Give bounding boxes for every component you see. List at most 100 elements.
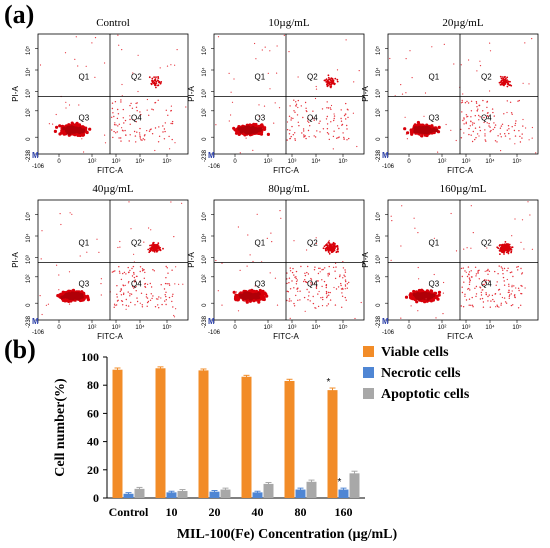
flow-y-tick-label: 10⁵ <box>201 211 208 221</box>
bar-x-axis-label: MIL-100(Fe) Concentration (µg/mL) <box>177 527 398 542</box>
bar-y-tick-label: 60 <box>87 406 99 420</box>
flow-scatter-points <box>39 201 184 318</box>
panel-label-a: (a) <box>4 0 35 29</box>
legend-swatch <box>363 367 374 378</box>
flow-y-axis-label: PI-A <box>361 86 370 102</box>
quadrant-label: Q1 <box>255 239 266 248</box>
quadrant-label: Q3 <box>79 113 90 122</box>
quadrant-label: Q1 <box>79 239 90 248</box>
flow-y-tick-label: 10⁴ <box>201 233 208 243</box>
bar <box>263 483 274 498</box>
quadrant-label: Q4 <box>481 113 492 122</box>
flow-y-tick-label: 10² <box>376 274 382 283</box>
flow-x-tick-label: 10⁴ <box>311 324 321 331</box>
flow-y-tick-label: 10³ <box>202 255 208 264</box>
flow-y-tick-label: -238 <box>26 149 32 162</box>
flow-panel-title: 160µg/mL <box>440 183 487 195</box>
flow-x-tick-label: 10³ <box>112 159 121 165</box>
bar-x-tick-label: 40 <box>252 505 264 519</box>
flow-panel: 160µg/mL Q1 Q2 Q3 Q4 FITC-A PI-A -106 0 10² 10³ 10⁴… <box>361 183 539 340</box>
bar <box>134 488 145 498</box>
flow-x-axis-label: FITC-A <box>97 332 123 340</box>
flow-y-tick-label: 10² <box>26 274 32 283</box>
flow-y-axis-label: PI-A <box>11 252 20 268</box>
bar-x-tick-label: 80 <box>295 505 307 519</box>
flow-y-tick-label: -238 <box>26 315 32 328</box>
flow-y-tick-label: 10³ <box>26 255 32 264</box>
flow-y-tick-label: 10⁵ <box>201 45 208 55</box>
quadrant-label: Q4 <box>307 113 318 122</box>
flow-panel: 40µg/mL Q1 Q2 Q3 Q4 FITC-A PI-A -106 0 10² 10³ 10⁴ 1… <box>11 183 189 340</box>
flow-y-tick-label: 10⁴ <box>25 233 32 243</box>
flow-scatter-points <box>215 34 360 154</box>
flow-panel-title: 40µg/mL <box>92 183 133 195</box>
flow-scatter-points <box>390 201 534 319</box>
flow-x-tick-label: 0 <box>407 325 411 331</box>
flow-y-tick-label: 10⁵ <box>375 211 382 221</box>
flow-scatter-points <box>215 210 362 320</box>
quadrant-label: Q3 <box>429 113 440 122</box>
flow-x-tick-label: 10³ <box>112 325 121 331</box>
flow-y-tick-label: 10³ <box>376 255 382 264</box>
flow-y-tick-label: -238 <box>202 315 208 328</box>
flow-x-tick-label: -106 <box>382 164 395 170</box>
bar <box>252 492 263 498</box>
flow-panel: 10µg/mL Q1 Q2 Q3 Q4 FITC-A PI-A -106 0 10² 10³ 10⁴ 1… <box>187 17 365 175</box>
quadrant-label: Q2 <box>481 73 492 82</box>
bar <box>295 489 306 498</box>
flow-x-tick-label: 10⁵ <box>338 324 348 331</box>
flow-y-tick-label: 10⁴ <box>375 67 382 77</box>
flow-marker-label: M <box>208 317 215 326</box>
panel-label-b: (b) <box>4 335 36 364</box>
bar-y-tick-label: 20 <box>87 463 99 477</box>
flow-x-tick-label: 10⁴ <box>485 158 495 165</box>
flow-y-axis-label: PI-A <box>187 252 196 268</box>
flow-y-tick-label: 10⁵ <box>25 45 32 55</box>
quadrant-label: Q3 <box>429 279 440 288</box>
flow-y-tick-label: 10² <box>26 108 32 117</box>
quadrant-label: Q2 <box>307 239 318 248</box>
flow-y-tick-label: 10⁴ <box>375 233 382 243</box>
flow-x-tick-label: 10⁵ <box>162 324 172 331</box>
flow-scatter-points <box>39 34 187 153</box>
bar <box>306 481 317 498</box>
flow-x-axis-label: FITC-A <box>97 166 123 175</box>
flow-y-tick-label: 10³ <box>26 89 32 98</box>
flow-x-tick-label: 0 <box>233 325 237 331</box>
flow-x-tick-label: -106 <box>32 164 45 170</box>
legend-label: Apoptotic cells <box>381 387 470 402</box>
flow-scatter-points <box>389 38 537 154</box>
flow-y-tick-label: -238 <box>202 149 208 162</box>
flow-x-tick-label: 10⁵ <box>162 158 172 165</box>
flow-marker-label: M <box>382 151 389 160</box>
bar <box>123 493 134 498</box>
legend-label: Necrotic cells <box>381 366 461 381</box>
flow-x-tick-label: 10² <box>438 159 447 165</box>
flow-y-tick-label: 10⁵ <box>375 45 382 55</box>
flow-x-tick-label: 10² <box>264 159 273 165</box>
quadrant-label: Q1 <box>255 73 266 82</box>
bar <box>112 369 123 498</box>
flow-x-tick-label: 0 <box>233 159 237 165</box>
flow-marker-label: M <box>208 151 215 160</box>
quadrant-label: Q1 <box>79 73 90 82</box>
quadrant-label: Q4 <box>307 279 318 288</box>
flow-x-tick-label: 10⁴ <box>135 158 145 165</box>
flow-y-tick-label: 10² <box>202 274 208 283</box>
bar <box>155 368 166 498</box>
flow-marker-label: M <box>32 317 39 326</box>
flow-y-tick-label: 0 <box>376 303 382 307</box>
flow-marker-label: M <box>32 151 39 160</box>
bar-y-tick-label: 40 <box>87 435 99 449</box>
flow-x-axis-label: FITC-A <box>273 332 299 340</box>
bar <box>166 492 177 498</box>
bar <box>327 390 338 498</box>
bar-y-tick-label: 100 <box>81 350 99 364</box>
quadrant-label: Q4 <box>131 113 142 122</box>
bar <box>220 489 231 498</box>
flow-x-tick-label: 10² <box>88 325 97 331</box>
flow-x-tick-label: 10⁵ <box>512 158 522 165</box>
flow-y-tick-label: 10⁵ <box>25 211 32 221</box>
flow-x-tick-label: 10³ <box>288 325 297 331</box>
